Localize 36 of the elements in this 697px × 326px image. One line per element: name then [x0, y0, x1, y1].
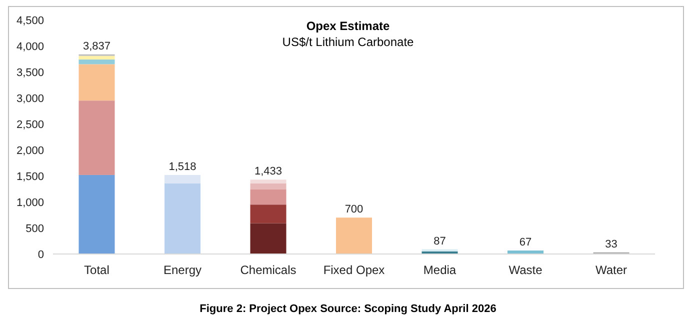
total-label: 700 [344, 204, 364, 216]
total-label: 87 [434, 235, 446, 248]
bar [250, 223, 286, 254]
bar [250, 180, 286, 184]
y-tick-label: 1,500 [16, 170, 44, 183]
bar [164, 174, 200, 184]
bar [78, 56, 115, 60]
chart-title: Opex Estimate [306, 19, 390, 33]
y-tick-label: 1,000 [16, 196, 44, 209]
bar [78, 174, 115, 254]
caption: Figure 2: Project Opex Source: Scoping Study April 2026 [200, 303, 496, 315]
total-label: 1,518 [168, 160, 196, 173]
bar [164, 183, 200, 254]
total-label: 33 [605, 238, 618, 250]
y-tick-label: 500 [26, 222, 44, 235]
y-tick-label: 4,500 [16, 14, 44, 27]
y-tick-label: 2,000 [16, 144, 44, 157]
total-label: 1,433 [254, 166, 282, 178]
bar [250, 183, 286, 190]
bar [250, 204, 286, 224]
x-tick-label: Water [595, 263, 628, 277]
y-tick-label: 3,500 [16, 66, 44, 79]
y-tick-label: 2,500 [16, 118, 44, 131]
total-label: 3,837 [82, 40, 110, 52]
total-label: 67 [519, 236, 532, 249]
x-tick-label: Total [84, 263, 110, 277]
x-tick-label: Chemicals [240, 263, 296, 277]
y-tick-label: 0 [38, 248, 44, 261]
x-tick-label: Waste [508, 263, 543, 277]
x-tick-label: Energy [163, 263, 202, 277]
x-tick-label: Fixed Opex [323, 263, 385, 277]
x-tick-label: Media [423, 263, 456, 277]
text: US$/t Lithium Carbonate [282, 35, 414, 49]
y-tick-label: 4,000 [16, 40, 44, 53]
y-tick-label: 3,000 [16, 92, 44, 105]
bar [78, 60, 115, 64]
